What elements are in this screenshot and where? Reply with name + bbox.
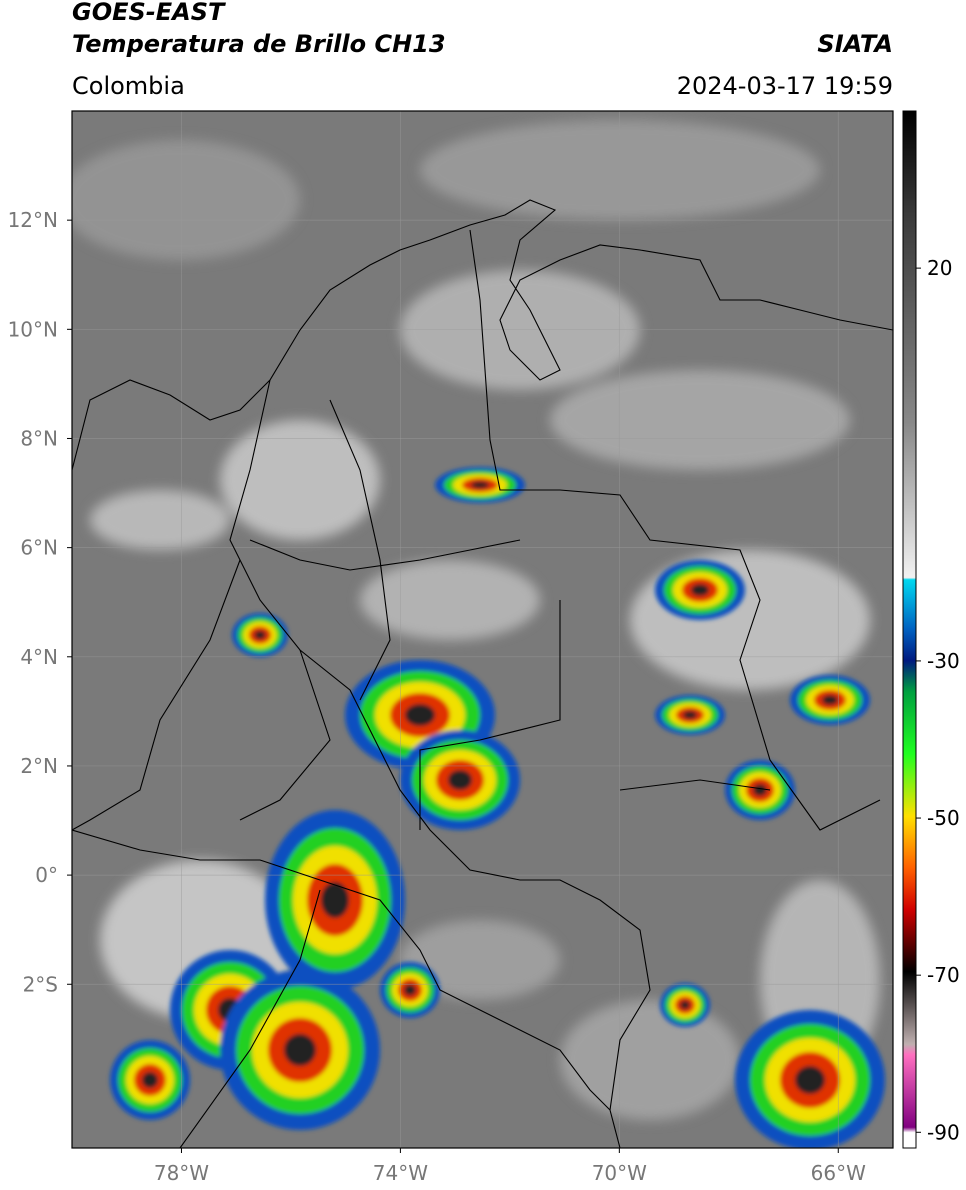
cloud xyxy=(420,120,820,220)
storm-cell xyxy=(471,481,489,489)
dept-lines xyxy=(179,539,521,1148)
colorbar-tick-label: -50 xyxy=(927,806,960,830)
storm-cell xyxy=(753,784,767,796)
subtitle: Temperatura de Brillo CH13 xyxy=(72,30,446,58)
x-tick-label: 78°W xyxy=(154,1161,209,1185)
region: Colombia xyxy=(72,72,185,100)
cloud xyxy=(560,1000,740,1120)
y-tick-label: 12°N xyxy=(8,208,58,232)
cloud xyxy=(400,270,640,390)
storm-cell xyxy=(405,704,435,726)
grid xyxy=(72,111,893,1148)
storm-cell xyxy=(822,695,838,705)
y-ticks: 12°N 10°N 8°N 6°N 4°N 2°N 0° 2°S xyxy=(8,208,72,996)
cloud xyxy=(360,560,540,640)
y-tick-label: 2°S xyxy=(23,972,58,996)
x-tick-label: 70°W xyxy=(592,1161,647,1185)
storm-cell xyxy=(254,630,266,640)
cloud xyxy=(90,490,230,550)
colorbar-tick-label: -30 xyxy=(927,649,960,673)
storms xyxy=(110,467,885,1148)
x-tick-label: 74°W xyxy=(373,1161,428,1185)
x-tick-label: 66°W xyxy=(811,1161,866,1185)
map-image xyxy=(72,111,893,1148)
border-line xyxy=(229,379,651,1111)
datetime: 2024-03-17 19:59 xyxy=(677,72,893,100)
colorbar-tick-label: 20 xyxy=(927,256,952,280)
storm-cell xyxy=(448,770,472,790)
cloud xyxy=(400,920,560,1000)
border-line xyxy=(72,829,621,1148)
colorbar xyxy=(902,110,917,1149)
y-tick-label: 6°N xyxy=(20,536,58,560)
y-tick-label: 4°N xyxy=(20,645,58,669)
storm-cell xyxy=(142,1072,158,1088)
colorbar-ticks: 20 -30 -50 -70 -90 xyxy=(916,256,960,1144)
colorbar-tick-label: -70 xyxy=(927,963,960,987)
cloud xyxy=(220,420,380,540)
borders xyxy=(72,199,893,1148)
x-ticks: 78°W 74°W 70°W 66°W xyxy=(154,1148,866,1185)
storm-cell xyxy=(404,984,416,996)
y-tick-label: 10°N xyxy=(8,317,58,341)
storm-cell xyxy=(795,1066,825,1094)
storm-cell xyxy=(284,1034,316,1066)
title: GOES-EAST xyxy=(72,0,226,26)
y-tick-label: 8°N xyxy=(20,426,58,450)
colorbar-tick-label: -90 xyxy=(927,1120,960,1144)
y-tick-label: 2°N xyxy=(20,754,58,778)
map-frame xyxy=(71,110,894,1149)
cloud xyxy=(72,140,300,260)
storm-cell xyxy=(680,1000,690,1010)
storm-cell xyxy=(683,711,697,719)
source: SIATA xyxy=(817,30,893,58)
storm-cell xyxy=(321,882,349,918)
cloud xyxy=(550,370,850,470)
coastline xyxy=(72,199,893,471)
border-line xyxy=(469,229,881,831)
storm-cell xyxy=(691,584,709,596)
y-tick-label: 0° xyxy=(35,863,58,887)
dept-lines xyxy=(329,399,771,830)
coastline xyxy=(72,559,241,831)
